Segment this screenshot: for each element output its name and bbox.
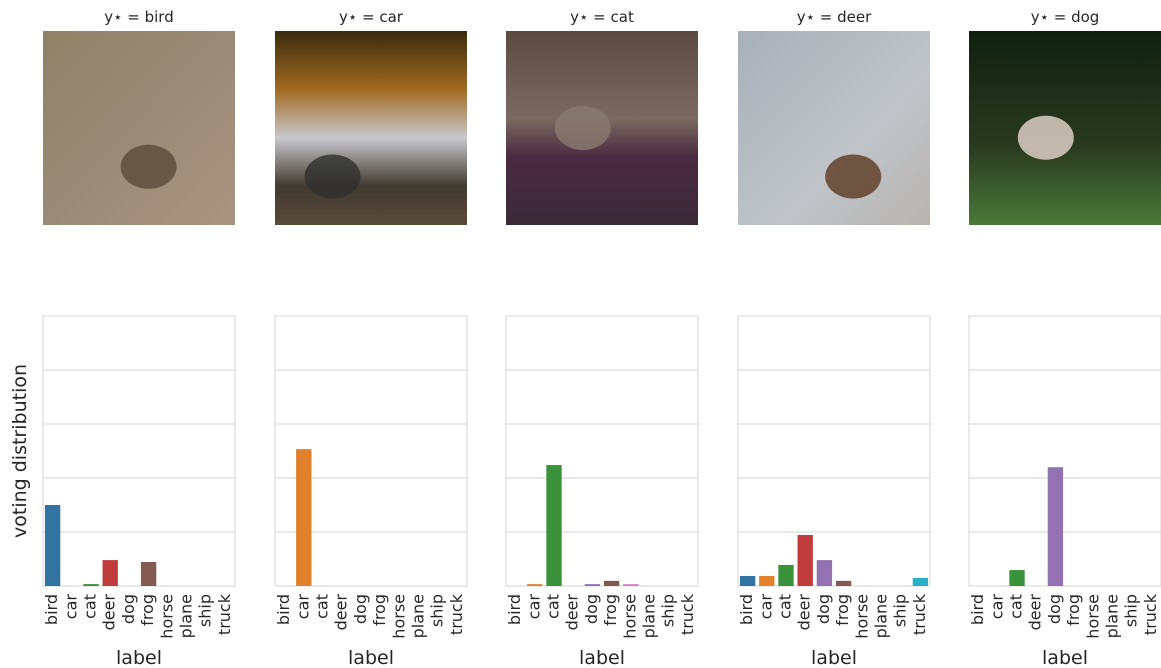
- x-tick-label: deer: [563, 594, 582, 631]
- x-axis-label: label: [811, 647, 857, 668]
- bar: [797, 534, 813, 586]
- plot-frame: [505, 315, 699, 587]
- y-axis-label: voting distribution: [9, 364, 31, 538]
- bar: [778, 564, 794, 586]
- x-tick-label: plane: [872, 594, 891, 638]
- bar: [603, 580, 620, 586]
- panel-title: y⋆ = bird: [104, 8, 174, 26]
- plot-frame: [737, 315, 931, 587]
- bar: [912, 577, 929, 586]
- x-tick-label: plane: [640, 594, 659, 638]
- bar: [102, 560, 118, 586]
- bar: [1047, 467, 1064, 586]
- x-tick-label: horse: [157, 594, 176, 639]
- x-tick-label: plane: [409, 594, 428, 638]
- x-tick-label: horse: [852, 594, 871, 639]
- image-subject: [554, 106, 611, 150]
- x-tick-label: cat: [544, 594, 563, 619]
- x-tick-label: ship: [196, 594, 215, 627]
- x-tick-label: horse: [389, 594, 408, 639]
- x-tick-label: car: [524, 594, 543, 620]
- panel-title: y⋆ = car: [339, 8, 404, 26]
- sample-image: [43, 31, 235, 225]
- x-tick-label: horse: [620, 594, 639, 639]
- sample-image: [738, 31, 930, 225]
- bar: [140, 561, 157, 586]
- bar: [759, 576, 775, 586]
- x-tick-label: ship: [891, 594, 910, 627]
- x-tick-label: bird: [505, 594, 524, 625]
- x-tick-label: frog: [1064, 594, 1083, 626]
- x-tick-label: frog: [370, 594, 389, 626]
- x-tick-label: plane: [177, 594, 196, 638]
- image-subject: [120, 144, 177, 189]
- x-tick-label: truck: [447, 593, 466, 635]
- x-tick-label: car: [293, 594, 312, 620]
- x-tick-label: plane: [1103, 594, 1122, 638]
- bar: [527, 584, 543, 586]
- x-tick-label: deer: [332, 594, 351, 631]
- x-axis-label: label: [579, 647, 625, 668]
- bar: [83, 584, 99, 586]
- sample-image: [275, 31, 467, 225]
- x-tick-label: frog: [138, 594, 157, 626]
- plot-frame: [274, 315, 468, 587]
- bar: [816, 560, 833, 586]
- x-tick-label: bird: [968, 594, 987, 625]
- x-tick-label: ship: [1122, 594, 1141, 627]
- plot-frame: [42, 315, 236, 587]
- x-tick-label: dog: [582, 594, 601, 624]
- x-tick-label: dog: [814, 594, 833, 624]
- x-axis-label: label: [116, 647, 162, 668]
- x-tick-label: bird: [274, 594, 293, 625]
- x-tick-label: truck: [910, 593, 929, 635]
- x-axis-label: label: [1042, 647, 1088, 668]
- x-tick-label: cat: [313, 594, 332, 619]
- x-tick-label: deer: [100, 594, 119, 631]
- x-tick-label: car: [756, 594, 775, 620]
- x-tick-label: bird: [42, 594, 61, 625]
- x-tick-label: cat: [81, 594, 100, 619]
- x-tick-label: truck: [215, 593, 234, 635]
- bar: [623, 584, 639, 586]
- bar: [44, 505, 61, 586]
- image-subject: [304, 154, 361, 199]
- x-tick-label: truck: [678, 593, 697, 635]
- bar: [739, 576, 756, 586]
- x-tick-label: deer: [795, 594, 814, 631]
- bar: [1009, 570, 1025, 586]
- x-tick-label: cat: [776, 594, 795, 619]
- x-axis-label: label: [348, 647, 394, 668]
- x-tick-label: frog: [833, 594, 852, 626]
- panel-title: y⋆ = dog: [1031, 8, 1100, 26]
- bar: [546, 465, 562, 586]
- x-tick-label: frog: [601, 594, 620, 626]
- x-tick-label: car: [61, 594, 80, 620]
- x-tick-label: cat: [1007, 594, 1026, 619]
- bar: [835, 580, 852, 586]
- x-tick-label: dog: [119, 594, 138, 624]
- x-tick-label: horse: [1083, 594, 1102, 639]
- x-tick-label: car: [987, 594, 1006, 620]
- bar: [296, 449, 312, 586]
- x-tick-label: bird: [737, 594, 756, 625]
- x-tick-label: dog: [351, 594, 370, 624]
- x-tick-label: deer: [1026, 594, 1045, 631]
- image-subject: [1017, 115, 1074, 160]
- x-tick-label: dog: [1045, 594, 1064, 624]
- x-tick-label: ship: [659, 594, 678, 627]
- image-subject: [825, 154, 882, 199]
- panel-title: y⋆ = cat: [570, 8, 634, 26]
- bar: [584, 584, 601, 586]
- x-tick-label: truck: [1141, 593, 1160, 635]
- plot-frame: [968, 315, 1161, 587]
- x-tick-label: ship: [428, 594, 447, 627]
- panel-title: y⋆ = deer: [797, 8, 872, 26]
